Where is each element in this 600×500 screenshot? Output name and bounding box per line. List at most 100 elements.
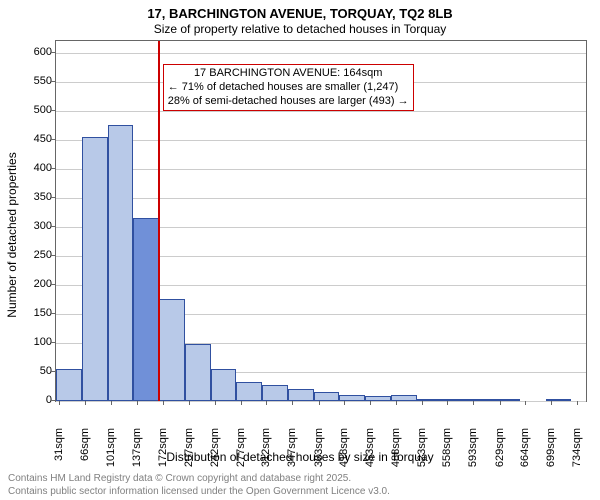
- x-tick-label: 207sqm: [183, 428, 195, 467]
- y-tick-mark: [51, 52, 55, 53]
- y-tick-mark: [51, 139, 55, 140]
- gridline: [56, 140, 586, 141]
- y-tick-mark: [51, 168, 55, 169]
- histogram-bar: [417, 399, 443, 401]
- x-tick-label: 66sqm: [79, 428, 91, 461]
- x-tick-label: 629sqm: [494, 428, 506, 467]
- y-axis-label: Number of detached properties: [5, 152, 19, 317]
- x-tick-mark: [551, 401, 552, 405]
- histogram-bar: [442, 399, 468, 401]
- y-tick-label: 550: [12, 75, 52, 87]
- x-tick-mark: [215, 401, 216, 405]
- x-tick-label: 312sqm: [260, 428, 272, 467]
- x-tick-label: 734sqm: [571, 428, 583, 467]
- x-tick-mark: [137, 401, 138, 405]
- y-tick-mark: [51, 81, 55, 82]
- y-tick-mark: [51, 313, 55, 314]
- x-tick-mark: [577, 401, 578, 405]
- histogram-bar: [108, 125, 134, 401]
- x-tick-label: 101sqm: [105, 428, 117, 467]
- x-tick-label: 242sqm: [209, 428, 221, 467]
- histogram-bar: [288, 389, 314, 401]
- x-tick-mark: [189, 401, 190, 405]
- y-tick-mark: [51, 197, 55, 198]
- x-tick-label: 488sqm: [390, 428, 402, 467]
- x-tick-label: 172sqm: [157, 428, 169, 467]
- x-tick-mark: [241, 401, 242, 405]
- x-tick-label: 664sqm: [519, 428, 531, 467]
- y-tick-label: 50: [12, 365, 52, 377]
- gridline: [56, 53, 586, 54]
- chart-container: 17, BARCHINGTON AVENUE, TORQUAY, TQ2 8LB…: [0, 0, 600, 500]
- x-tick-label: 31sqm: [53, 428, 65, 461]
- histogram-bar: [236, 382, 262, 401]
- x-tick-mark: [447, 401, 448, 405]
- histogram-bar: [159, 299, 185, 401]
- y-tick-label: 400: [12, 162, 52, 174]
- y-tick-mark: [51, 284, 55, 285]
- histogram-bar: [365, 396, 391, 401]
- y-tick-label: 150: [12, 307, 52, 319]
- histogram-bar: [82, 137, 108, 401]
- x-tick-mark: [473, 401, 474, 405]
- chart-title-main: 17, BARCHINGTON AVENUE, TORQUAY, TQ2 8LB: [0, 6, 600, 21]
- x-tick-mark: [163, 401, 164, 405]
- x-tick-mark: [396, 401, 397, 405]
- annotation-line: ← 71% of detached houses are smaller (1,…: [168, 81, 409, 95]
- y-tick-mark: [51, 110, 55, 111]
- x-tick-label: 523sqm: [416, 428, 428, 467]
- x-tick-label: 347sqm: [286, 428, 298, 467]
- histogram-bar: [314, 392, 340, 401]
- x-tick-label: 699sqm: [545, 428, 557, 467]
- histogram-bar: [133, 218, 159, 401]
- histogram-bar: [56, 369, 82, 401]
- x-tick-label: 277sqm: [235, 428, 247, 467]
- y-tick-label: 200: [12, 278, 52, 290]
- y-tick-mark: [51, 400, 55, 401]
- footer-line-1: Contains HM Land Registry data © Crown c…: [8, 473, 351, 484]
- x-tick-mark: [266, 401, 267, 405]
- y-tick-label: 0: [12, 394, 52, 406]
- histogram-bar: [185, 344, 211, 401]
- annotation-line: 17 BARCHINGTON AVENUE: 164sqm: [168, 67, 409, 81]
- annotation-line: 28% of semi-detached houses are larger (…: [168, 95, 409, 109]
- x-tick-mark: [500, 401, 501, 405]
- gridline: [56, 169, 586, 170]
- x-tick-label: 418sqm: [338, 428, 350, 467]
- gridline: [56, 401, 586, 402]
- y-tick-label: 300: [12, 220, 52, 232]
- y-tick-label: 450: [12, 133, 52, 145]
- y-tick-mark: [51, 255, 55, 256]
- y-tick-label: 100: [12, 336, 52, 348]
- gridline: [56, 198, 586, 199]
- y-tick-label: 500: [12, 104, 52, 116]
- y-tick-label: 250: [12, 249, 52, 261]
- histogram-bar: [494, 399, 520, 401]
- histogram-bar: [211, 369, 237, 401]
- x-tick-mark: [85, 401, 86, 405]
- x-tick-label: 453sqm: [364, 428, 376, 467]
- x-tick-label: 593sqm: [467, 428, 479, 467]
- chart-title-sub: Size of property relative to detached ho…: [0, 22, 600, 36]
- x-tick-mark: [319, 401, 320, 405]
- y-tick-mark: [51, 342, 55, 343]
- y-tick-mark: [51, 226, 55, 227]
- x-tick-mark: [344, 401, 345, 405]
- y-tick-label: 350: [12, 191, 52, 203]
- x-tick-label: 558sqm: [441, 428, 453, 467]
- histogram-bar: [262, 385, 288, 401]
- histogram-bar: [391, 395, 417, 401]
- x-tick-mark: [111, 401, 112, 405]
- x-tick-mark: [422, 401, 423, 405]
- footer-line-2: Contains public sector information licen…: [8, 486, 390, 497]
- histogram-bar: [339, 395, 365, 401]
- x-tick-label: 137sqm: [131, 428, 143, 467]
- histogram-bar: [468, 399, 494, 401]
- plot-area: 17 BARCHINGTON AVENUE: 164sqm← 71% of de…: [55, 40, 587, 402]
- x-tick-label: 383sqm: [313, 428, 325, 467]
- x-tick-mark: [59, 401, 60, 405]
- histogram-bar: [546, 399, 572, 401]
- reference-line: [158, 41, 160, 401]
- annotation-box: 17 BARCHINGTON AVENUE: 164sqm← 71% of de…: [163, 64, 414, 111]
- x-tick-mark: [370, 401, 371, 405]
